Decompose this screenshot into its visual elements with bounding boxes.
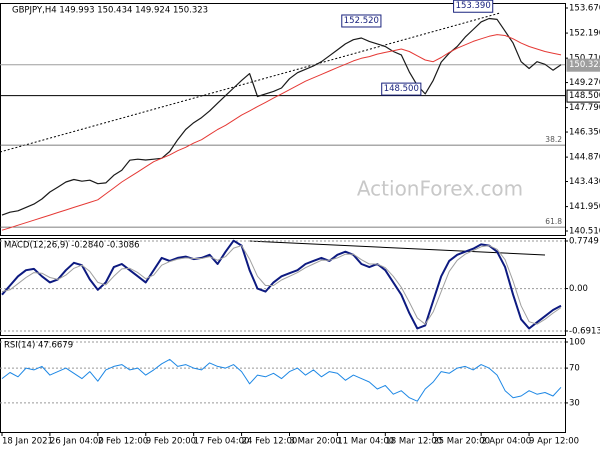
x-tick-label: 17 Feb 04:00 — [194, 437, 250, 447]
x-tick-label: 9 Apr 12:00 — [529, 437, 579, 447]
x-tick-label: 11 Mar 04:00 — [337, 437, 394, 447]
annotation: 152.520 — [344, 16, 379, 26]
panel-frame — [0, 3, 566, 236]
y-tick-label: 150.710 — [569, 54, 600, 64]
label-box — [566, 89, 600, 103]
watermark: ActionForex.com — [357, 177, 523, 201]
y-tick-label: 147.790 — [569, 103, 600, 113]
y-tick-label: 30 — [569, 398, 580, 408]
annotation: 148.500 — [384, 84, 419, 94]
y-tick-label: 0.00 — [569, 284, 588, 294]
panel-title: RSI(14) 47.6679 — [4, 341, 73, 351]
x-tick-label: 3 Mar 20:00 — [289, 437, 340, 447]
y-tick-label: 0.7749 — [569, 237, 599, 247]
y-tick-label: 141.950 — [569, 202, 600, 212]
series-line — [1, 358, 562, 402]
y-tick-label: 143.430 — [569, 177, 600, 187]
y-tick-label: 144.870 — [569, 153, 600, 163]
y-tick-label: 146.350 — [569, 128, 600, 138]
annotation: 153.390 — [456, 1, 491, 11]
y-tick-label: 153.670 — [569, 3, 600, 13]
level-label: 148.500 — [569, 91, 600, 101]
label-box — [341, 14, 382, 28]
x-tick-label: 24 Feb 12:00 — [242, 437, 298, 447]
level-label: 150.323 — [569, 60, 600, 70]
y-tick-label: 140.510 — [569, 227, 600, 237]
fib-label: 61.8 — [545, 217, 562, 226]
label-box — [381, 82, 422, 96]
y-tick-label: 152.190 — [569, 29, 600, 39]
panel-frame — [0, 238, 566, 336]
x-tick-label: 18 Mar 12:00 — [385, 437, 442, 447]
x-tick-label: 18 Jan 2021 — [2, 437, 53, 447]
y-tick-label: 149.270 — [569, 78, 600, 88]
panel-title: MACD(12,26,9) -0.2840 -0.3086 — [4, 241, 140, 251]
panel-frame — [0, 338, 566, 433]
x-tick-label: 26 Jan 04:00 — [50, 437, 104, 447]
series-line — [1, 245, 562, 325]
x-tick-label: 2 Feb 12:00 — [98, 437, 148, 447]
x-tick-label: 25 Mar 20:00 — [433, 437, 490, 447]
label-box — [566, 58, 600, 72]
label-box — [453, 0, 494, 13]
series-line — [1, 34, 562, 231]
y-tick-label: 70 — [569, 364, 580, 374]
macd-trend-line — [249, 240, 546, 256]
panel-title: GBPJPY,H4 149.993 150.434 149.924 150.32… — [12, 6, 208, 16]
y-tick-label: 100 — [569, 338, 585, 348]
fib-label: 38.2 — [545, 135, 562, 144]
y-tick-label: -0.6913 — [569, 326, 600, 336]
trend-line — [0, 12, 501, 153]
x-tick-label: 2 Apr 04:00 — [481, 437, 531, 447]
series-line — [1, 17, 562, 216]
series-line — [1, 239, 562, 330]
x-tick-label: 9 Feb 20:00 — [146, 437, 196, 447]
